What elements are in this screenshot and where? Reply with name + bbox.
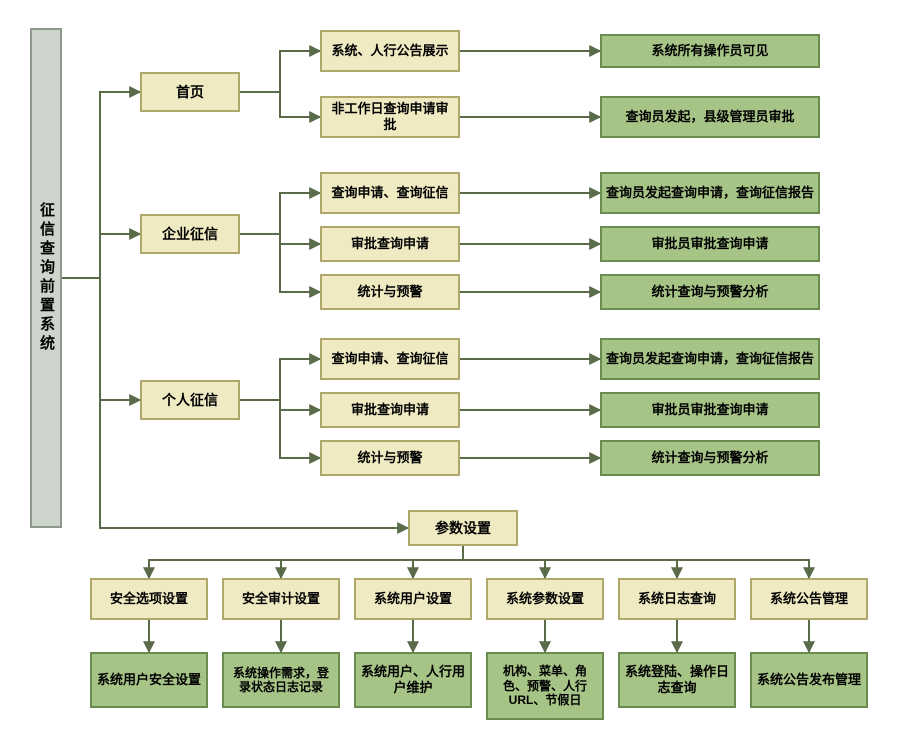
node-nav1: 首页 — [140, 72, 240, 112]
node-r3b: 审批员审批查询申请 — [600, 392, 820, 428]
edge — [463, 546, 809, 578]
node-label: 个人征信 — [162, 392, 218, 409]
node-label: 统计与预警 — [357, 284, 422, 300]
edge — [240, 193, 320, 234]
node-s2: 安全审计设置 — [222, 578, 340, 620]
node-label: 企业征信 — [162, 226, 218, 243]
node-nav2: 企业征信 — [140, 214, 240, 254]
node-s5: 系统日志查询 — [618, 578, 736, 620]
node-r2b: 审批员审批查询申请 — [600, 226, 820, 262]
edge — [240, 400, 320, 410]
node-m3c: 统计与预警 — [320, 440, 460, 476]
node-s6: 系统公告管理 — [750, 578, 868, 620]
node-m2c: 统计与预警 — [320, 274, 460, 310]
node-b1: 系统用户安全设置 — [90, 652, 208, 708]
node-label: 查询员发起查询申请，查询征信报告 — [606, 351, 814, 367]
node-label: 系统参数设置 — [506, 591, 584, 607]
node-label: 系统用户、人行用户维护 — [360, 664, 466, 695]
node-label: 非工作日查询申请审批 — [326, 101, 454, 132]
node-label: 审批查询申请 — [351, 402, 429, 418]
edge — [240, 400, 320, 458]
edge — [240, 234, 320, 244]
node-label: 查询员发起查询申请，查询征信报告 — [606, 185, 814, 201]
node-label: 征信查询前置系统 — [37, 202, 55, 354]
node-s3: 系统用户设置 — [354, 578, 472, 620]
node-label: 首页 — [176, 84, 204, 101]
node-root: 征信查询前置系统 — [30, 28, 62, 528]
node-label: 系统公告发布管理 — [757, 672, 861, 688]
node-label: 查询员发起，县级管理员审批 — [625, 109, 794, 125]
edge — [463, 546, 545, 578]
node-label: 系统用户设置 — [374, 591, 452, 607]
node-b3: 系统用户、人行用户维护 — [354, 652, 472, 708]
edge — [281, 546, 463, 578]
node-label: 统计与预警 — [357, 450, 422, 466]
node-label: 安全审计设置 — [242, 591, 320, 607]
edge — [240, 51, 320, 92]
edge — [62, 234, 140, 278]
edge — [62, 278, 140, 400]
node-m1b: 非工作日查询申请审批 — [320, 96, 460, 138]
node-nav3: 个人征信 — [140, 380, 240, 420]
node-b5: 系统登陆、操作日志查询 — [618, 652, 736, 708]
node-r3a: 查询员发起查询申请，查询征信报告 — [600, 338, 820, 380]
edge — [240, 359, 320, 400]
node-m2a: 查询申请、查询征信 — [320, 172, 460, 214]
node-r1a: 系统所有操作员可见 — [600, 34, 820, 68]
edge — [62, 92, 140, 278]
node-m3b: 审批查询申请 — [320, 392, 460, 428]
node-label: 审批查询申请 — [351, 236, 429, 252]
node-label: 统计查询与预警分析 — [651, 450, 768, 466]
node-label: 系统日志查询 — [638, 591, 716, 607]
node-label: 系统操作需求，登录状态日志记录 — [228, 666, 334, 695]
node-label: 系统公告管理 — [770, 591, 848, 607]
node-label: 系统登陆、操作日志查询 — [624, 664, 730, 695]
node-m2b: 审批查询申请 — [320, 226, 460, 262]
node-param: 参数设置 — [408, 510, 518, 546]
node-label: 查询申请、查询征信 — [331, 351, 448, 367]
node-label: 安全选项设置 — [110, 591, 188, 607]
node-b2: 系统操作需求，登录状态日志记录 — [222, 652, 340, 708]
node-b6: 系统公告发布管理 — [750, 652, 868, 708]
node-m1a: 系统、人行公告展示 — [320, 30, 460, 72]
node-r3c: 统计查询与预警分析 — [600, 440, 820, 476]
edge — [240, 92, 320, 117]
node-label: 系统、人行公告展示 — [331, 43, 448, 59]
flowchart-canvas: 征信查询前置系统 首页企业征信个人征信 系统、人行公告展示非工作日查询申请审批查询申… — [0, 0, 910, 742]
edge — [149, 546, 463, 578]
edge — [463, 546, 677, 578]
node-label: 参数设置 — [435, 520, 491, 537]
node-s1: 安全选项设置 — [90, 578, 208, 620]
node-label: 审批员审批查询申请 — [651, 402, 768, 418]
node-label: 系统所有操作员可见 — [651, 43, 768, 59]
node-label: 审批员审批查询申请 — [651, 236, 768, 252]
node-r2a: 查询员发起查询申请，查询征信报告 — [600, 172, 820, 214]
node-label: 统计查询与预警分析 — [651, 284, 768, 300]
node-label: 查询申请、查询征信 — [331, 185, 448, 201]
node-m3a: 查询申请、查询征信 — [320, 338, 460, 380]
node-label: 机构、菜单、角色、预警、人行URL、节假日 — [492, 664, 598, 707]
node-label: 系统用户安全设置 — [97, 672, 201, 688]
edge — [240, 234, 320, 292]
node-r1b: 查询员发起，县级管理员审批 — [600, 96, 820, 138]
node-s4: 系统参数设置 — [486, 578, 604, 620]
node-b4: 机构、菜单、角色、预警、人行URL、节假日 — [486, 652, 604, 720]
node-r2c: 统计查询与预警分析 — [600, 274, 820, 310]
edge — [413, 546, 463, 578]
